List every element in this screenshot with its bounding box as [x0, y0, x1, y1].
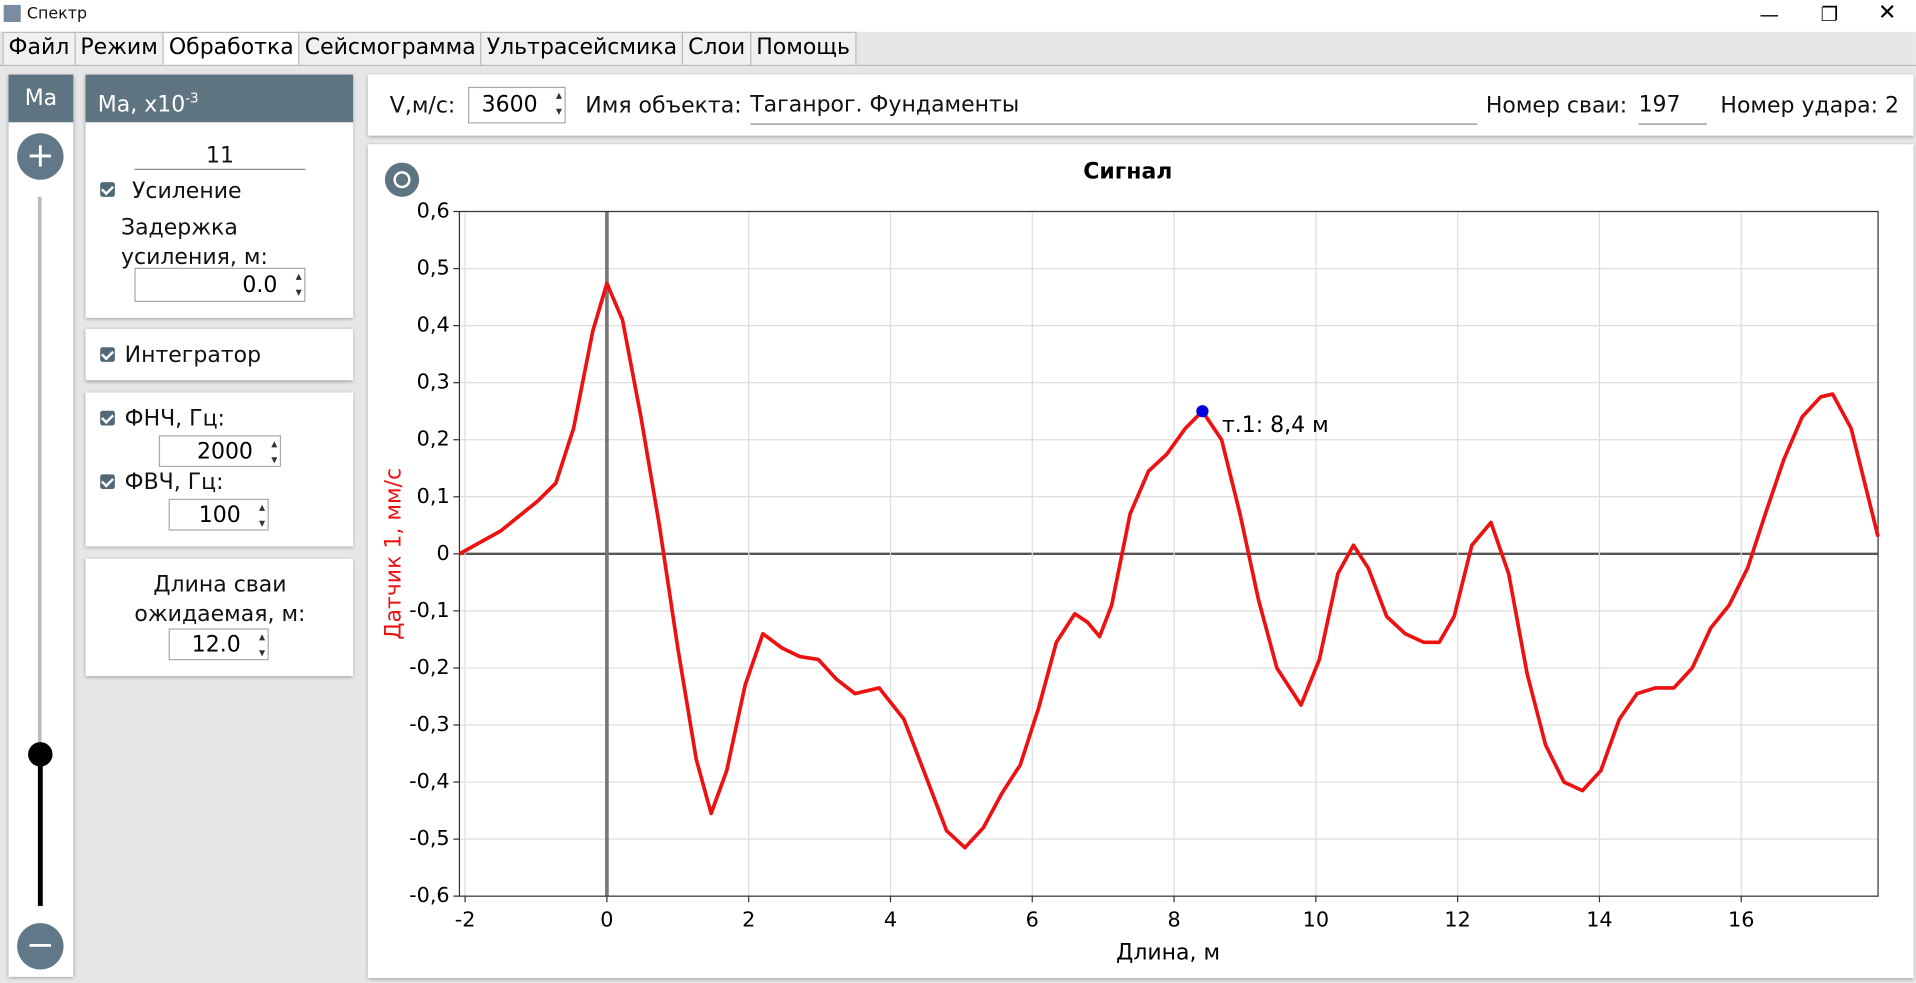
velocity-label: V,м/с:: [389, 92, 456, 119]
x-tick-label: 0: [600, 908, 613, 932]
y-tick-label: -0,3: [409, 712, 450, 736]
x-tick-label: 10: [1303, 908, 1329, 932]
hpf-checkbox[interactable]: [100, 474, 115, 490]
x-tick-label: 2: [742, 908, 755, 932]
lpf-input[interactable]: 2000: [158, 435, 282, 468]
y-tick-label: -0,6: [409, 883, 450, 907]
slider-label: Ма: [8, 74, 74, 123]
reset-zoom-icon: [393, 171, 411, 189]
x-tick-label: 12: [1444, 908, 1470, 932]
hpf-label: ФВЧ, Гц:: [124, 469, 224, 496]
zoom-in-button[interactable]: +: [17, 133, 64, 180]
x-tick-label: -2: [455, 908, 476, 932]
gain-title: Ма, x10: [97, 91, 186, 118]
x-tick-label: 16: [1728, 908, 1754, 932]
chart-title: Сигнал: [1083, 159, 1172, 184]
marker-label: т.1: 8,4 м: [1222, 413, 1329, 438]
gain-header: Ма, x10-3: [85, 74, 354, 123]
menu-tab[interactable]: Режим: [74, 31, 164, 65]
pile-length-label: Длина сваи ожидаемая, м:: [134, 572, 306, 628]
y-tick-label: 0,5: [417, 256, 450, 280]
window-title: Спектр: [26, 4, 88, 24]
title-bar: Спектр — ❐ ✕: [0, 0, 1916, 32]
pile-length-panel: Длина сваи ожидаемая, м: 12.0: [85, 558, 354, 677]
hpf-input[interactable]: 100: [168, 498, 269, 532]
signal-line: [458, 281, 1880, 850]
zoom-panel: Ма + −: [8, 74, 74, 977]
delay-input[interactable]: 0.0: [134, 267, 306, 302]
x-tick-label: 4: [884, 908, 897, 932]
integrator-label: Интегратор: [124, 342, 262, 369]
y-tick-label: 0,2: [417, 427, 450, 451]
menu-tab[interactable]: Слои: [681, 31, 752, 65]
menu-border: [0, 64, 1916, 67]
menu-tab[interactable]: Ультрасейсмика: [480, 31, 684, 65]
menu-tab[interactable]: Сейсмограмма: [298, 31, 482, 65]
y-tick-label: -0,4: [409, 769, 450, 793]
gain-panel: Ма, x10-3 11 Усиление Задержка усиления,…: [85, 74, 354, 318]
minimize-button[interactable]: —: [1759, 2, 1780, 26]
impact-label: Номер удара: 2: [1720, 92, 1900, 119]
menu-tab[interactable]: Обработка: [162, 31, 300, 65]
integrator-panel: Интегратор: [85, 328, 354, 381]
x-tick-label: 14: [1586, 908, 1612, 932]
toolbar: V,м/с: 3600 Имя объекта: Таганрог. Фунда…: [367, 74, 1914, 136]
pile-input[interactable]: 197: [1638, 92, 1707, 125]
app-icon: [3, 4, 21, 23]
reset-zoom-button[interactable]: [384, 162, 420, 197]
menu-tabs: Файл Режим Обработка Сейсмограмма Ультрасейс…: [2, 31, 857, 65]
velocity-input[interactable]: 3600: [467, 86, 566, 124]
x-axis-label: Длина, м: [1116, 941, 1220, 966]
gain-checkbox-label: Усиление: [131, 178, 242, 205]
lpf-checkbox[interactable]: [100, 410, 115, 426]
slider-fill: [37, 754, 43, 906]
y-axis-label: Датчик 1, мм/с: [382, 468, 407, 640]
y-tick-label: 0,6: [417, 199, 450, 223]
delay-label: Задержка усиления, м:: [120, 215, 268, 271]
lpf-label: ФНЧ, Гц:: [124, 405, 225, 432]
gain-value[interactable]: 11: [134, 143, 306, 170]
close-button[interactable]: ✕: [1878, 0, 1897, 26]
menu-tab[interactable]: Файл: [2, 31, 76, 65]
y-tick-label: 0: [436, 541, 449, 565]
y-tick-label: -0,5: [409, 826, 450, 850]
pile-length-input[interactable]: 12.0: [168, 628, 269, 661]
object-input[interactable]: Таганрог. Фундаменты: [750, 92, 1478, 125]
marker-point: [1196, 405, 1209, 418]
slider-track: [37, 196, 42, 755]
y-tick-label: -0,2: [409, 655, 450, 679]
gain-checkbox[interactable]: [100, 182, 115, 197]
chart: Сигнал Длина, м Датчик 1, мм/с 0,6 0,5 0,4…: [382, 159, 1880, 966]
x-tick-label: 8: [1167, 908, 1180, 932]
filters-panel: ФНЧ, Гц: 2000 ФВЧ, Гц: 100: [85, 392, 354, 547]
y-tick-label: -0,1: [409, 598, 450, 622]
menu-tab[interactable]: Помощь: [750, 31, 857, 65]
pile-label: Номер сваи:: [1485, 92, 1628, 119]
zoom-out-button[interactable]: −: [17, 923, 64, 970]
y-tick-label: 0,1: [417, 484, 450, 508]
chart-panel: Сигнал Длина, м Датчик 1, мм/с 0,6 0,5 0,4…: [367, 144, 1914, 979]
integrator-checkbox[interactable]: [100, 347, 115, 362]
y-tick-label: 0,3: [417, 370, 450, 394]
y-tick-label: 0,4: [417, 313, 450, 337]
x-tick-label: 6: [1026, 908, 1039, 932]
gain-title-exponent: -3: [185, 90, 199, 107]
slider-thumb[interactable]: [28, 742, 53, 767]
restore-button[interactable]: ❐: [1820, 2, 1839, 26]
object-label: Имя объекта:: [585, 92, 742, 119]
